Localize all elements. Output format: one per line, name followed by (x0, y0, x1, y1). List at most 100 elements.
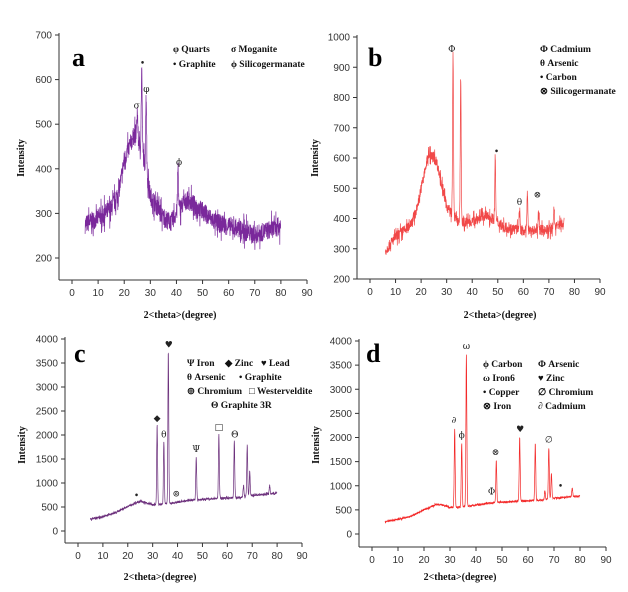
legend-entry: • Graphite (239, 373, 282, 383)
y-tick-label: 0 (346, 530, 352, 541)
x-tick-label: 60 (518, 287, 530, 298)
x-tick-label: 40 (171, 288, 183, 299)
x-axis-label: 2<theta>(degree) (464, 310, 537, 321)
legend-entry: Θ Graphite 3R (211, 401, 272, 411)
y-tick-label: 3000 (330, 385, 353, 396)
x-tick-label: 0 (369, 555, 375, 566)
legend-entry: ∂ Cadmium (538, 402, 586, 412)
y-axis-label: Intensity (311, 426, 322, 464)
x-tick-label: 70 (247, 551, 259, 562)
y-tick-label: 400 (35, 164, 52, 175)
peak-annotation: • (558, 482, 563, 492)
panel-letter: a (72, 43, 85, 72)
legend-entry: ⊚ Chromium (187, 387, 242, 397)
y-tick-label: 600 (333, 154, 350, 165)
x-tick-label: 30 (147, 551, 159, 562)
x-tick-label: 50 (197, 551, 209, 562)
x-axis-label: 2<theta>(degree) (144, 310, 217, 321)
y-tick-label: 2500 (330, 409, 353, 420)
x-tick-label: 80 (569, 287, 581, 298)
x-tick-label: 60 (222, 551, 234, 562)
x-tick-label: 10 (392, 555, 404, 566)
panel-letter: c (74, 339, 86, 368)
x-tick-label: 20 (122, 551, 134, 562)
y-tick-label: 2000 (36, 431, 59, 442)
peak-annotation: θ (161, 430, 166, 440)
y-tick-label: 400 (333, 214, 350, 225)
spectrum-line (90, 352, 278, 521)
x-tick-label: 40 (172, 551, 184, 562)
x-tick-label: 30 (444, 555, 456, 566)
peak-annotation: • (134, 491, 139, 501)
legend-entry: • Carbon (540, 73, 578, 83)
legend-entry: ϕ Carbon (483, 360, 523, 370)
peak-annotation: Ψ (192, 445, 200, 455)
legend-entry: ⊗ Silicogermanate (540, 87, 616, 97)
x-axis-label: 2<theta>(degree) (124, 572, 197, 583)
peak-annotation: Φ (488, 487, 495, 497)
peak-annotation: Θ (231, 430, 238, 440)
legend-entry: • Copper (483, 388, 520, 398)
peak-annotation: ⊗ (492, 448, 500, 458)
peak-annotation: • (140, 59, 145, 69)
y-tick-label: 0 (52, 527, 58, 538)
peak-annotation: ϕ (459, 431, 465, 441)
y-tick-label: 3500 (36, 359, 59, 370)
x-tick-label: 20 (416, 287, 428, 298)
panel-letter: d (366, 339, 381, 368)
x-tick-label: 70 (543, 287, 555, 298)
y-tick-label: 4000 (330, 337, 353, 348)
y-tick-label: 800 (333, 93, 350, 104)
x-tick-label: 80 (272, 551, 284, 562)
x-tick-label: 50 (492, 287, 504, 298)
legend-entry: ϕ Silicogermanate (231, 60, 305, 70)
x-tick-label: 90 (301, 288, 313, 299)
legend-entry: Φ Arsenic (538, 360, 579, 370)
peak-annotation: φ (143, 85, 149, 95)
peak-annotation: ω (463, 342, 470, 352)
y-tick-label: 700 (333, 123, 350, 134)
x-tick-label: 0 (69, 288, 75, 299)
panel-a: 0 10 20 30 40 50 60 70 80 90 200 300 400 500 600 700 2<t… (16, 31, 313, 322)
peak-annotation: ⊗ (534, 190, 542, 200)
peak-annotation: θ (517, 198, 522, 208)
peak-annotation: ∂ (452, 416, 457, 426)
peak-annotation: Φ (448, 45, 455, 55)
legend-entry: ω Iron6 (483, 374, 515, 384)
y-tick-label: 200 (333, 275, 350, 286)
x-axis-label: 2<theta>(degree) (424, 572, 497, 583)
y-tick-label: 600 (35, 75, 52, 86)
x-tick-label: 90 (594, 287, 606, 298)
peak-annotation: ♥ (165, 341, 173, 351)
peak-annotation: ϕ (176, 158, 182, 168)
y-tick-label: 700 (35, 31, 52, 42)
y-tick-label: 4000 (36, 335, 59, 346)
x-tick-label: 0 (367, 287, 373, 298)
legend-entry: ∅ Chromium (538, 387, 593, 398)
x-tick-label: 50 (496, 555, 508, 566)
y-tick-label: 2500 (36, 407, 59, 418)
y-tick-label: 1500 (330, 457, 353, 468)
panel-b: 0 10 20 30 40 50 60 70 80 90 200 300 400 500 600 700 800… (310, 33, 616, 322)
x-tick-label: 60 (223, 288, 235, 299)
legend-entry: θ Arsenic (540, 59, 578, 69)
x-tick-label: 30 (145, 288, 157, 299)
y-tick-label: 500 (335, 505, 352, 516)
y-tick-label: 200 (35, 254, 52, 265)
x-tick-label: 0 (75, 551, 81, 562)
x-tick-label: 10 (93, 288, 105, 299)
x-tick-label: 20 (418, 555, 430, 566)
legend-entry: θ Arsenic (187, 373, 225, 383)
x-tick-label: 40 (467, 287, 479, 298)
legend-entry: ⊗ Iron (483, 402, 512, 412)
legend-entry: Φ Cadmium (540, 45, 591, 55)
legend-entry: ♥ Lead (261, 359, 290, 369)
y-tick-label: 300 (35, 209, 52, 220)
legend-entry: φ Quarts (173, 45, 210, 55)
panel-c: 0 10 20 30 40 50 60 70 80 90 0 500 1000 1500 2000 2500 3… (17, 335, 312, 584)
x-tick-label: 90 (296, 551, 308, 562)
peak-annotation: ∅ (545, 435, 553, 445)
peak-annotation: σ (134, 102, 140, 112)
x-tick-label: 70 (249, 288, 261, 299)
